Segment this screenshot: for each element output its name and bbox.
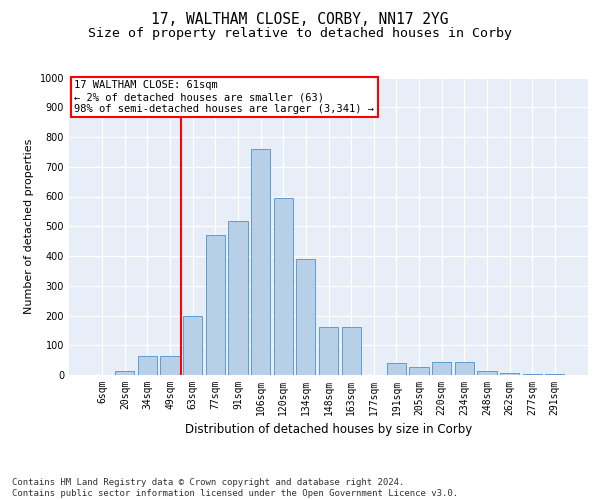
Bar bbox=[432, 362, 451, 375]
Bar bbox=[523, 374, 542, 375]
Text: 17, WALTHAM CLOSE, CORBY, NN17 2YG: 17, WALTHAM CLOSE, CORBY, NN17 2YG bbox=[151, 12, 449, 28]
Bar bbox=[138, 356, 157, 375]
Text: Contains HM Land Registry data © Crown copyright and database right 2024.
Contai: Contains HM Land Registry data © Crown c… bbox=[12, 478, 458, 498]
Bar bbox=[115, 371, 134, 375]
Bar bbox=[455, 362, 474, 375]
Text: Size of property relative to detached houses in Corby: Size of property relative to detached ho… bbox=[88, 28, 512, 40]
Bar bbox=[206, 235, 225, 375]
Bar bbox=[477, 371, 497, 375]
Bar bbox=[183, 316, 202, 375]
Text: 17 WALTHAM CLOSE: 61sqm
← 2% of detached houses are smaller (63)
98% of semi-det: 17 WALTHAM CLOSE: 61sqm ← 2% of detached… bbox=[74, 80, 374, 114]
Bar bbox=[500, 372, 519, 375]
Bar bbox=[545, 374, 565, 375]
Bar bbox=[341, 328, 361, 375]
Bar bbox=[160, 356, 180, 375]
Bar bbox=[319, 328, 338, 375]
Bar bbox=[229, 221, 248, 375]
Bar bbox=[296, 259, 316, 375]
Bar bbox=[409, 366, 428, 375]
X-axis label: Distribution of detached houses by size in Corby: Distribution of detached houses by size … bbox=[185, 424, 472, 436]
Bar bbox=[387, 362, 406, 375]
Bar bbox=[251, 149, 270, 375]
Y-axis label: Number of detached properties: Number of detached properties bbox=[24, 138, 34, 314]
Bar bbox=[274, 198, 293, 375]
